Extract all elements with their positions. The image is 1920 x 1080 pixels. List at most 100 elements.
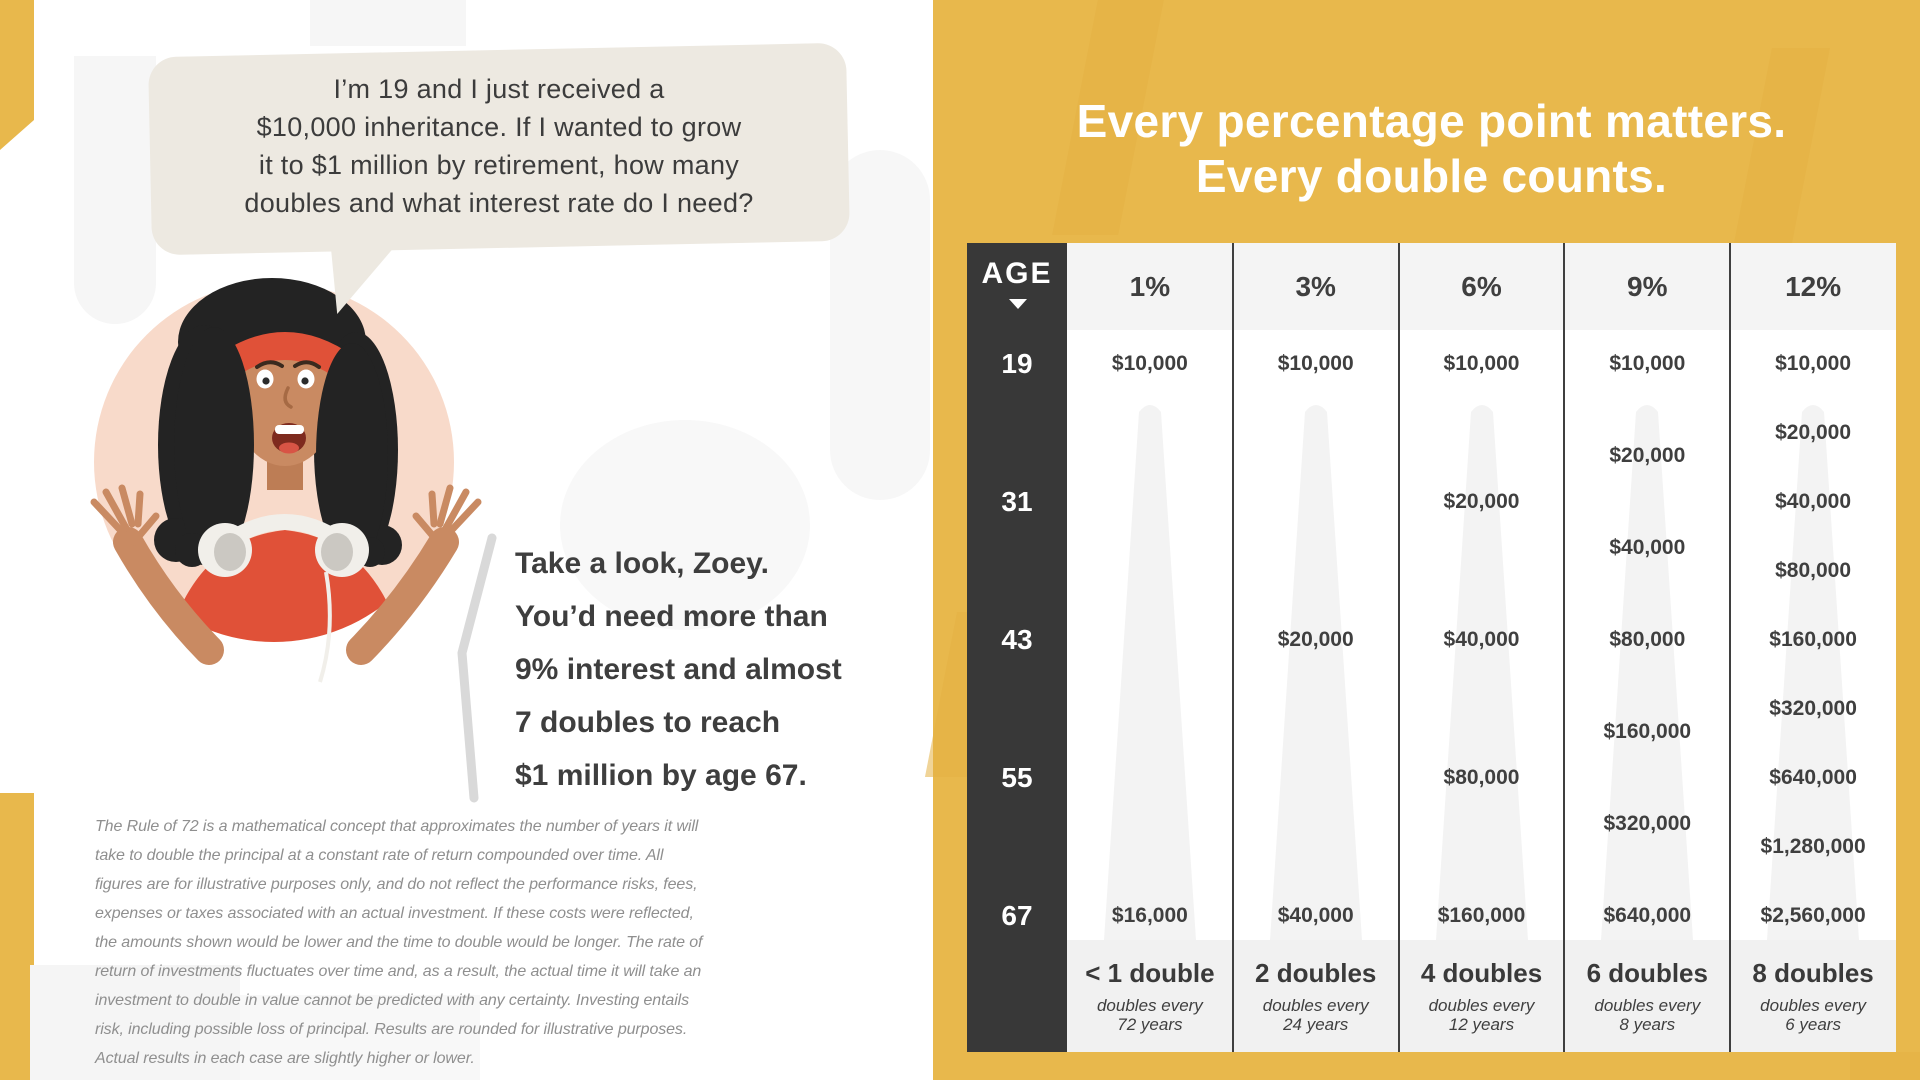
doubles-frequency-label: doubles every 24 years — [1233, 996, 1399, 1034]
age-label: 67 — [1001, 900, 1033, 931]
decor-gray-circle — [560, 420, 810, 630]
growth-cone-icon — [1767, 405, 1860, 940]
disclaimer-line: expenses or taxes associated with an act… — [95, 905, 694, 922]
table-value: $80,000 — [1775, 559, 1852, 582]
column-separator — [1231, 243, 1234, 1052]
disclaimer-line: Actual results in each case are slightly… — [95, 1050, 475, 1067]
age-column-header: AGE — [981, 257, 1053, 290]
advice-line: Take a look, Zoey. — [515, 547, 769, 580]
doubles-count-label: 6 doubles — [1586, 958, 1708, 988]
disclaimer-line: The Rule of 72 is a mathematical concept… — [95, 818, 699, 835]
doubles-frequency-line: 72 years — [1117, 1015, 1183, 1034]
rate-table: AGE 19 31 43 55 67 1% $10,000 $16,000 < 1 double… — [967, 243, 1896, 1052]
table-value: $1,280,000 — [1760, 835, 1866, 858]
doubles-frequency-line: 8 years — [1619, 1015, 1676, 1034]
doubles-frequency-line: 24 years — [1283, 1015, 1349, 1034]
doubles-frequency-line: doubles every — [1760, 996, 1866, 1015]
table-value: $10,000 — [1775, 352, 1852, 375]
advice-line: 7 doubles to reach — [515, 706, 781, 739]
table-value: $80,000 — [1609, 628, 1686, 651]
rate-column-header: 6% — [1461, 271, 1502, 302]
title-line: Every percentage point matters. — [1076, 95, 1787, 147]
table-value: $640,000 — [1769, 766, 1857, 789]
table-value: $160,000 — [1769, 628, 1857, 651]
eyes-icon — [256, 369, 315, 389]
doubles-frequency-line: doubles every — [1428, 996, 1535, 1015]
decor-yellow-edge-bottom — [0, 793, 34, 1080]
doubles-count-label: 8 doubles — [1752, 958, 1874, 988]
rate-column-header: 3% — [1295, 271, 1336, 302]
open-mouth-icon — [272, 423, 306, 454]
age-label: 43 — [1001, 624, 1033, 655]
disclaimer-line: investment to double in value cannot be … — [95, 992, 690, 1009]
doubles-frequency-label: doubles every 72 years — [1067, 996, 1233, 1034]
page-title: Every percentage point matters. Every dou… — [967, 94, 1896, 204]
growth-cone-icon — [1435, 405, 1528, 940]
table-value: $20,000 — [1443, 490, 1520, 513]
table-value: $20,000 — [1775, 421, 1852, 444]
disclaimer-line: the amounts shown would be lower and the… — [95, 934, 703, 951]
rate-column-header: 9% — [1627, 271, 1668, 302]
doubles-count-label: 2 doubles — [1255, 958, 1377, 988]
doubles-frequency-line: 6 years — [1785, 1015, 1841, 1034]
column-separator — [1729, 243, 1732, 1052]
table-value: $40,000 — [1443, 628, 1520, 651]
doubles-frequency-line: doubles every — [1594, 996, 1701, 1015]
table-value: $640,000 — [1603, 904, 1692, 927]
age-column: AGE — [967, 243, 1067, 1052]
decor-gray-glyph-left — [74, 56, 156, 324]
disclaimer-line: risk, including possible loss of princip… — [95, 1021, 688, 1038]
doubles-frequency-label: doubles every 8 years — [1564, 996, 1730, 1034]
doubles-frequency-label: doubles every 12 years — [1399, 996, 1565, 1034]
headphones-icon — [198, 514, 369, 683]
table-header-row — [1067, 243, 1896, 330]
rate-column-header: 12% — [1785, 271, 1842, 302]
doubles-count-label: < 1 double — [1085, 958, 1215, 988]
table-value: $20,000 — [1277, 628, 1354, 651]
speech-bubble-text: I’m 19 and I just received a $10,000 inhe… — [150, 70, 848, 222]
disclaimer-text: The Rule of 72 is a mathematical concept… — [95, 812, 702, 1073]
table-value: $10,000 — [1443, 352, 1520, 375]
table-value: $320,000 — [1603, 812, 1692, 835]
decor-gray-block-bottom-2 — [240, 995, 480, 1080]
disclaimer-line: take to double the principal at a consta… — [95, 847, 664, 864]
table-value: $80,000 — [1443, 766, 1520, 789]
table-value: $40,000 — [1277, 904, 1354, 927]
decor-gray-block-bottom — [30, 965, 240, 1080]
advice-line: 9% interest and almost — [515, 653, 842, 686]
table-value: $2,560,000 — [1760, 904, 1866, 927]
decor-yellow-edge-top — [0, 0, 34, 150]
doubles-frequency-line: doubles every — [1096, 996, 1203, 1015]
speech-bubble-line: doubles and what interest rate do I need… — [244, 188, 754, 218]
growth-cone-icon — [1269, 405, 1362, 940]
character-illustration — [90, 278, 482, 683]
table-value: $20,000 — [1609, 444, 1686, 467]
table-value: $10,000 — [1111, 352, 1188, 375]
table-value: $160,000 — [1437, 904, 1526, 927]
speech-bubble-line: it to $1 million by retirement, how many — [258, 150, 740, 180]
table-value: $320,000 — [1769, 697, 1857, 720]
table-value: $40,000 — [1775, 490, 1852, 513]
decor-gray-block-top — [310, 0, 466, 46]
quote-chevron-icon — [457, 533, 497, 803]
age-label: 19 — [1001, 348, 1033, 379]
column-separator — [1397, 243, 1400, 1052]
growth-cone-icon — [1103, 405, 1196, 940]
doubles-frequency-label: doubles every 6 years — [1730, 996, 1896, 1034]
disclaimer-line: figures are for illustrative purposes on… — [95, 876, 698, 893]
growth-cone-icon — [1601, 405, 1694, 940]
advice-line: $1 million by age 67. — [515, 759, 807, 792]
table-footer-row — [1067, 940, 1896, 1052]
triangle-down-icon — [1009, 299, 1027, 309]
table-value: $160,000 — [1603, 720, 1692, 743]
title-line: Every double counts. — [1195, 150, 1668, 202]
doubles-frequency-line: doubles every — [1262, 996, 1369, 1015]
speech-bubble-line: I’m 19 and I just received a — [333, 74, 665, 104]
advice-line: You’d need more than — [515, 600, 828, 633]
age-label: 55 — [1001, 762, 1033, 793]
age-label: 31 — [1001, 486, 1033, 517]
table-value: $10,000 — [1609, 352, 1686, 375]
table-value: $40,000 — [1609, 536, 1686, 559]
doubles-frequency-line: 12 years — [1448, 1015, 1515, 1034]
